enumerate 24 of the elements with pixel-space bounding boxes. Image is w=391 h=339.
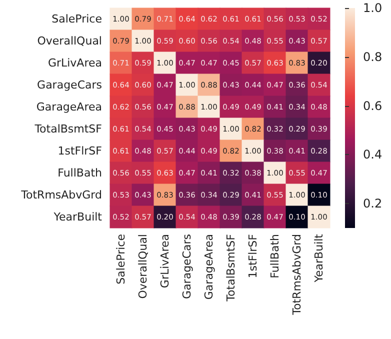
- x-tick-label: OverallQual: [136, 234, 150, 299]
- x-tick-label: GarageArea: [202, 234, 216, 300]
- y-tick-label: SalePrice: [52, 12, 102, 26]
- x-tick-label: 1stFlrSF: [246, 234, 260, 278]
- color-bar-label: 0.4: [363, 148, 382, 162]
- x-tick-label: GarageCars: [180, 234, 194, 299]
- color-bar-label: 0.2: [363, 196, 382, 211]
- y-tick-label: GarageArea: [36, 100, 102, 114]
- y-tick-label: FullBath: [58, 166, 102, 180]
- x-tick-label: YearBuilt: [312, 233, 326, 284]
- y-tick-label: TotalBsmtSF: [34, 122, 102, 136]
- y-tick-label: YearBuilt: [52, 210, 103, 224]
- x-tick-label: TotalBsmtSF: [224, 234, 238, 302]
- y-tick-label: GarageCars: [37, 78, 102, 92]
- x-tick-label: TotRmsAbvGrd: [290, 234, 304, 316]
- y-tick-label: TotRmsAbvGrd: [20, 188, 102, 202]
- y-tick-label: GrLivArea: [48, 56, 102, 70]
- color-bar-label: 0.6: [363, 98, 382, 113]
- y-tick-label: 1stFlrSF: [58, 144, 102, 158]
- color-bar-label: 1.0: [363, 1, 382, 15]
- x-tick-label: FullBath: [268, 234, 282, 278]
- x-tick-label: GrLivArea: [158, 234, 172, 288]
- y-tick-label: OverallQual: [37, 34, 102, 48]
- color-bar-label: 0.8: [363, 50, 382, 64]
